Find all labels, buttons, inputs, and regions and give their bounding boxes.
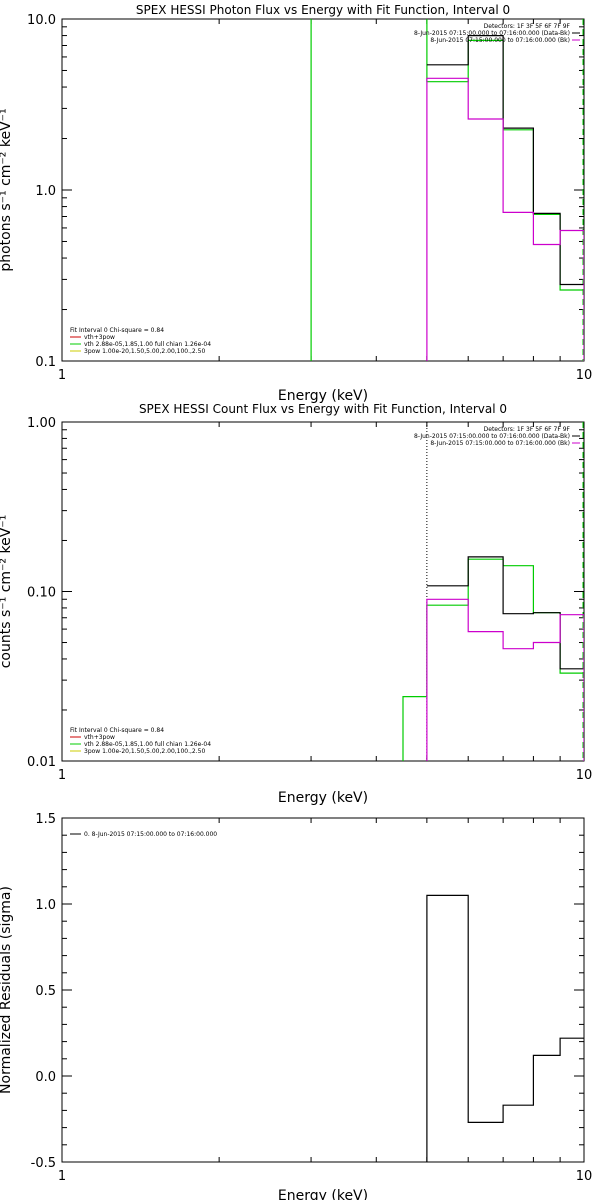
chart-panel-2: 1 10 -0.5 0.0 0.5 1.0 1.5 Energy (keV) Normalize… bbox=[0, 812, 592, 1200]
chart-title: SPEX HESSI Count Flux vs Energy with Fit… bbox=[139, 402, 507, 416]
series-group bbox=[426, 894, 584, 1162]
series-line-2 bbox=[426, 598, 584, 761]
legend-entry: Detectors: 1F 3F 5F 6F 7F 9F bbox=[484, 426, 571, 433]
x-tick-label: 10 bbox=[576, 1169, 593, 1184]
legend-entry: vth 2.88e-05,1.85,1.00 full chian 1.26e-… bbox=[84, 741, 211, 748]
legend-entry: Fit Interval 0 Chi-square = 0.84 bbox=[70, 727, 164, 734]
y-tick-label: 0.10 bbox=[27, 586, 56, 601]
series-group bbox=[310, 19, 584, 361]
legend-entry: Detectors: 1F 3F 5F 6F 7F 9F bbox=[484, 23, 571, 30]
legend-entry: vth+3pow bbox=[84, 734, 115, 741]
series-line-1 bbox=[426, 34, 584, 286]
x-axis-label: Energy (keV) bbox=[278, 388, 368, 404]
legend-entry: 3pow 1.00e-20,1.50,5.00,2.00,100.,2.50 bbox=[84, 348, 205, 355]
y-tick-label: 1.5 bbox=[35, 812, 56, 827]
x-tick-label: 10 bbox=[576, 368, 593, 383]
legend-entry: vth+3pow bbox=[84, 334, 115, 341]
chart-title: SPEX HESSI Photon Flux vs Energy with Fi… bbox=[136, 3, 510, 17]
y-tick-label: 1.00 bbox=[27, 416, 56, 431]
y-axis-label: Normalized Residuals (sigma) bbox=[0, 886, 14, 1094]
legend-entry: vth 2.88e-05,1.85,1.00 full chian 1.26e-… bbox=[84, 341, 211, 348]
y-axis-label: counts s⁻¹ cm⁻² keV⁻¹ bbox=[0, 515, 14, 669]
series-line-2 bbox=[426, 77, 584, 361]
x-axis-label: Energy (keV) bbox=[278, 1188, 368, 1200]
y-tick-label: 0.5 bbox=[35, 984, 56, 999]
legend-entry: Fit Interval 0 Chi-square = 0.84 bbox=[70, 327, 164, 334]
y-tick-label: 0.0 bbox=[35, 1070, 56, 1085]
y-tick-label: 0.01 bbox=[27, 755, 56, 770]
legend-entry: 0. 8-Jun-2015 07:15:00.000 to 07:16:00.0… bbox=[84, 831, 217, 838]
series-group bbox=[402, 422, 584, 761]
x-axis-label: Energy (keV) bbox=[278, 790, 368, 806]
y-tick-label: 1.0 bbox=[35, 898, 56, 913]
legend-entry: 8-Jun-2015 07:15:00.000 to 07:16:00.000 … bbox=[414, 30, 570, 37]
y-tick-label: 10.0 bbox=[27, 13, 56, 28]
y-tick-label: 0.1 bbox=[35, 355, 56, 370]
x-tick-label: 1 bbox=[58, 368, 66, 383]
y-axis-label: photons s⁻¹ cm⁻² keV⁻¹ bbox=[0, 108, 14, 271]
legend-entry: 8-Jun-2015 07:15:00.000 to 07:16:00.000 … bbox=[430, 440, 570, 447]
legend-entry: 3pow 1.00e-20,1.50,5.00,2.00,100.,2.50 bbox=[84, 748, 205, 755]
chart-panel-1: 1 10 0.01 0.10 1.00 SPEX HESSI Count Flux vs … bbox=[0, 402, 593, 806]
x-tick-label: 1 bbox=[58, 768, 66, 783]
legend-entry: 8-Jun-2015 07:15:00.000 to 07:16:00.000 … bbox=[430, 37, 570, 44]
y-tick-label: 1.0 bbox=[35, 184, 56, 199]
y-tick-label: -0.5 bbox=[31, 1156, 56, 1171]
chart-panel-0: 1 10 0.1 1.0 10.0 SPEX HESSI Photon Flux vs E… bbox=[0, 3, 593, 404]
x-tick-label: 10 bbox=[576, 768, 593, 783]
x-tick-label: 1 bbox=[58, 1169, 66, 1184]
series-line-0 bbox=[426, 894, 584, 1162]
legend-entry: 8-Jun-2015 07:15:00.000 to 07:16:00.000 … bbox=[414, 433, 570, 440]
